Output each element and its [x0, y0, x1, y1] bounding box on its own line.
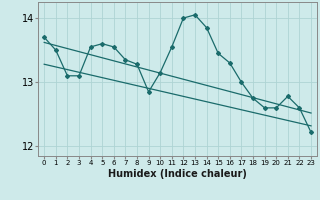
X-axis label: Humidex (Indice chaleur): Humidex (Indice chaleur): [108, 169, 247, 179]
